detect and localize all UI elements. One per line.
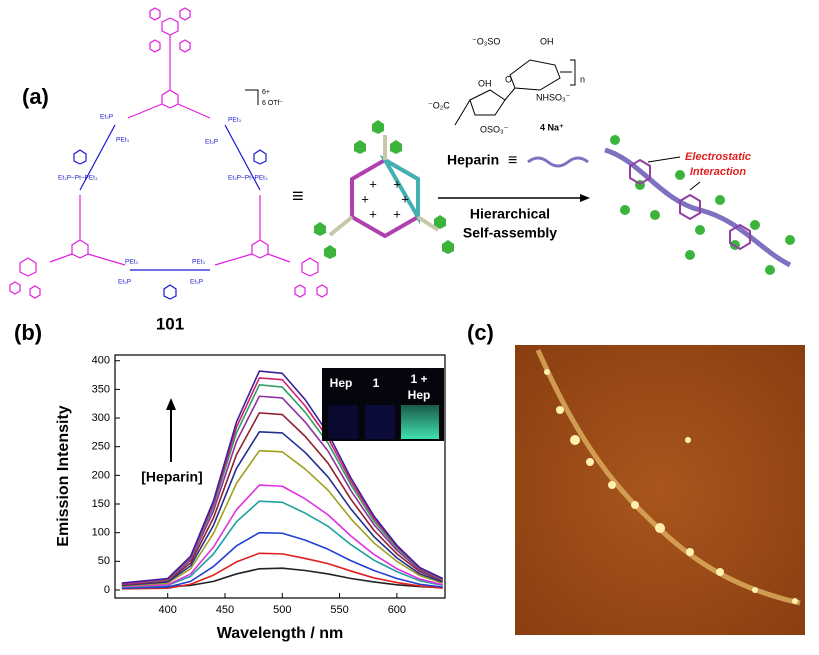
- chem-label: 4 Na⁺: [540, 122, 564, 132]
- afm-image: [515, 345, 805, 635]
- svg-text:+: +: [393, 176, 401, 191]
- heparin-structure: [454, 59, 576, 126]
- bracket: [245, 89, 259, 105]
- spectrum-line: [121, 395, 444, 586]
- ligand-label: Et₃P–Pt–PEt₃: [58, 175, 98, 182]
- panel-label: (c): [467, 320, 494, 345]
- x-tick-label: 600: [388, 604, 406, 616]
- chem-label: NHSO₃⁻: [536, 92, 571, 102]
- spectrum-line: [121, 552, 443, 590]
- svg-text:+: +: [401, 191, 409, 206]
- heparin-label: Heparin: [447, 152, 499, 168]
- chem-label: ⁻O₃SO: [472, 36, 500, 46]
- ligand-label: PEt₃: [125, 259, 138, 266]
- y-axis-label: Emission Intensity: [55, 405, 72, 546]
- spectrum-line: [121, 567, 443, 589]
- spectrum-line: [121, 412, 444, 586]
- spectrum-line: [121, 531, 443, 590]
- ligand-label: Et₃P: [118, 279, 131, 286]
- plot-frame: [114, 354, 446, 599]
- compound-label: 101: [156, 314, 184, 333]
- annotation: [Heparin]: [141, 469, 202, 485]
- assembly: [604, 135, 795, 275]
- ligand-label: Et₃P: [190, 279, 203, 286]
- y-tick-label: 0: [104, 584, 110, 596]
- spectrum-line: [121, 370, 444, 584]
- ligand-label: PEt₃: [192, 259, 205, 266]
- svg-text:+: +: [369, 206, 377, 221]
- svg-text:+: +: [361, 191, 369, 206]
- svg-text:+: +: [393, 206, 401, 221]
- ligand-label: Et₃P: [100, 114, 113, 121]
- panel-label: (b): [14, 320, 42, 345]
- chem-label: n: [580, 74, 585, 84]
- x-tick-label: 500: [273, 604, 291, 616]
- chem-label: ⁻O₂C: [428, 100, 450, 110]
- macrocycle: [9, 7, 328, 300]
- x-tick-label: 450: [216, 604, 234, 616]
- x-axis-label: Wavelength / nm: [217, 625, 344, 642]
- process-label: Hierarchical: [470, 206, 550, 222]
- y-tick-label: 50: [98, 555, 110, 567]
- panel-label: (a): [22, 84, 49, 109]
- spectrum-chart: 0 50 100 150 200 250 300 350 400 400 450 500 550 600: [92, 354, 446, 616]
- x-tick-label: 400: [159, 604, 177, 616]
- y-tick-label: 400: [92, 355, 110, 367]
- equiv-sign: ≡: [508, 152, 517, 169]
- y-tick-label: 250: [92, 441, 110, 453]
- svg-text:+: +: [369, 176, 377, 191]
- equiv-sign: ≡: [292, 185, 304, 207]
- cartoon: + ++ ++ +: [314, 120, 454, 259]
- charge: 6+: [262, 89, 270, 96]
- inset-label: 1 +: [410, 372, 427, 386]
- inset-photo: [322, 368, 444, 441]
- ligand-label: Et₃P: [205, 139, 218, 146]
- chem-label: OH: [540, 36, 554, 46]
- ligand-label: Et₃P–Pt–PEt₃: [228, 175, 268, 182]
- counterion: 6 OTf⁻: [262, 100, 284, 107]
- arrowhead: [580, 194, 590, 202]
- ligand-label: PEt₃: [228, 117, 241, 124]
- chem-label: O: [505, 74, 512, 84]
- inset-label: Hep: [408, 388, 431, 402]
- heparin-chain: [527, 156, 589, 168]
- chem-label: OSO₃⁻: [480, 124, 509, 134]
- annotation-arrowhead: [166, 398, 176, 410]
- annotation: Electrostatic: [685, 151, 751, 163]
- x-tick-label: 550: [330, 604, 348, 616]
- spectrum-line: [121, 449, 443, 587]
- y-tick-label: 100: [92, 527, 110, 539]
- annotation: Interaction: [690, 166, 747, 178]
- y-tick-label: 200: [92, 469, 110, 481]
- inset-label: Hep: [330, 376, 353, 390]
- spectrum-line: [121, 430, 443, 587]
- spectrum-line: [121, 484, 443, 588]
- y-tick-label: 150: [92, 498, 110, 510]
- inset-label: 1: [373, 376, 380, 390]
- y-tick-label: 350: [92, 383, 110, 395]
- spectrum-line: [121, 500, 443, 588]
- ligand-label: PEt₃: [116, 137, 129, 144]
- y-tick-label: 300: [92, 412, 110, 424]
- chem-label: OH: [478, 78, 492, 88]
- process-label: Self-assembly: [463, 225, 557, 241]
